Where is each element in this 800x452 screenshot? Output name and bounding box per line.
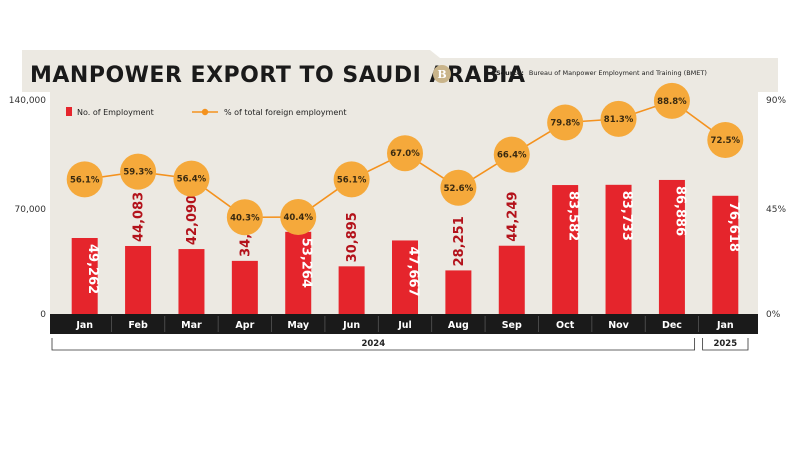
legend-bar-label: No. of Employment	[77, 108, 154, 117]
percentage-marker	[120, 153, 157, 190]
percentage-marker	[226, 199, 263, 236]
year-brackets: 2024 2025	[51, 338, 749, 351]
percentage-label: 66.4%	[497, 151, 527, 161]
x-tick-label: Dec	[662, 320, 682, 331]
line-series: 56.1% 59.3% 56.4% 40.3% 40.4% 56.1% 67.0% 52.6%…	[66, 82, 744, 236]
source-label: Source:	[496, 69, 524, 77]
x-tick-label: Mar	[181, 320, 202, 331]
x-tick-label: Nov	[608, 320, 629, 331]
bar-value-label: 28,251	[452, 216, 467, 266]
percentage-marker	[333, 161, 370, 198]
percentage-label: 40.3%	[230, 213, 260, 223]
bar	[285, 231, 312, 314]
bar-series: 49,26244,08342,09034,43253,26430,89547,6…	[71, 179, 741, 314]
percentage-marker	[493, 136, 530, 173]
percentage-label: 52.6%	[444, 184, 474, 194]
bar	[392, 240, 418, 314]
percentage-marker	[280, 199, 317, 236]
percentage-marker	[653, 82, 690, 119]
bar-value-label: 44,083	[132, 192, 147, 242]
year-label: 2024	[361, 339, 385, 349]
chart-title: MANPOWER EXPORT TO SAUDI ARABIA	[30, 63, 526, 88]
logo-letter: B	[437, 68, 446, 81]
bar	[552, 185, 579, 314]
source-note: Source: Bureau of Manpower Employment an…	[496, 69, 707, 77]
bar	[231, 260, 258, 314]
bar	[338, 266, 365, 314]
percentage-label: 40.4%	[283, 213, 313, 223]
y-left-tick-label: 140,000	[9, 96, 46, 106]
legend-line-label: % of total foreign employment	[224, 108, 346, 117]
bar-value-label: 53,264	[299, 238, 314, 288]
x-tick-label: Oct	[556, 320, 575, 331]
x-tick-label: Jan	[716, 320, 734, 331]
legend: No. of Employment % of total foreign emp…	[66, 107, 346, 117]
percentage-label: 88.8%	[657, 97, 687, 107]
percentage-label: 81.3%	[604, 115, 634, 125]
y-right-tick-label: 90%	[766, 96, 786, 106]
x-tick-label: Jun	[342, 320, 360, 331]
percentage-label: 67.0%	[390, 149, 420, 159]
percentage-marker	[440, 169, 477, 206]
percentage-label: 79.8%	[550, 118, 580, 128]
percentage-label: 56.4%	[177, 175, 207, 185]
source-text: Bureau of Manpower Employment and Traini…	[529, 69, 707, 77]
bar	[658, 179, 685, 314]
x-tick-label: Feb	[128, 320, 148, 331]
bar-value-label: 86,886	[672, 186, 687, 236]
bar-value-label: 30,895	[345, 212, 360, 262]
year-bracket	[702, 338, 749, 351]
bar-value-label: 47,667	[406, 246, 421, 296]
year-label: 2025	[713, 339, 737, 349]
logo-icon: B	[433, 65, 451, 83]
bar	[125, 245, 152, 314]
bar	[445, 270, 472, 314]
y-axis-right: 90% 45% 0%	[766, 96, 786, 320]
x-tick-label: May	[287, 320, 310, 331]
y-right-tick-label: 45%	[766, 205, 786, 215]
percentage-label: 59.3%	[123, 168, 153, 178]
percentage-marker	[173, 160, 210, 197]
x-axis-labels: Jan Feb Mar Apr May Jun Jul Aug Sep Oct Nov Dec Jan	[75, 316, 734, 332]
percentage-label: 56.1%	[70, 175, 100, 185]
x-tick-label: Jul	[397, 320, 412, 331]
percentage-marker	[66, 161, 103, 198]
percentage-marker	[387, 135, 423, 172]
x-tick-label: Sep	[502, 320, 522, 331]
bar-value-label: 49,262	[85, 244, 100, 294]
bar	[712, 195, 739, 314]
y-left-tick-label: 0	[40, 310, 46, 320]
bar	[71, 237, 98, 314]
bar-value-label: 83,733	[619, 191, 634, 241]
title-band	[22, 50, 778, 92]
bar-value-label: 76,618	[726, 202, 741, 252]
percentage-label: 72.5%	[711, 136, 741, 146]
year-bracket	[51, 338, 696, 351]
legend-line-marker	[201, 108, 209, 116]
bar	[605, 184, 632, 314]
y-axis-left: 140,000 70,000 0	[9, 96, 46, 320]
percentage-marker	[547, 104, 584, 141]
legend-bar-swatch	[66, 107, 72, 116]
y-left-tick-label: 70,000	[15, 205, 47, 215]
bar	[178, 249, 205, 314]
x-tick-label: Aug	[448, 320, 469, 331]
bar	[498, 245, 525, 314]
bar-value-label: 83,582	[566, 191, 581, 241]
y-right-tick-label: 0%	[766, 310, 781, 320]
percentage-marker	[707, 122, 744, 158]
percentage-marker	[600, 100, 637, 137]
x-tick-label: Jan	[75, 320, 93, 331]
percentage-label: 56.1%	[337, 175, 367, 185]
x-axis-band	[50, 314, 758, 334]
x-tick-label: Apr	[235, 320, 254, 331]
bar-value-label: 44,249	[505, 192, 520, 242]
bar-value-label: 42,090	[185, 195, 200, 245]
